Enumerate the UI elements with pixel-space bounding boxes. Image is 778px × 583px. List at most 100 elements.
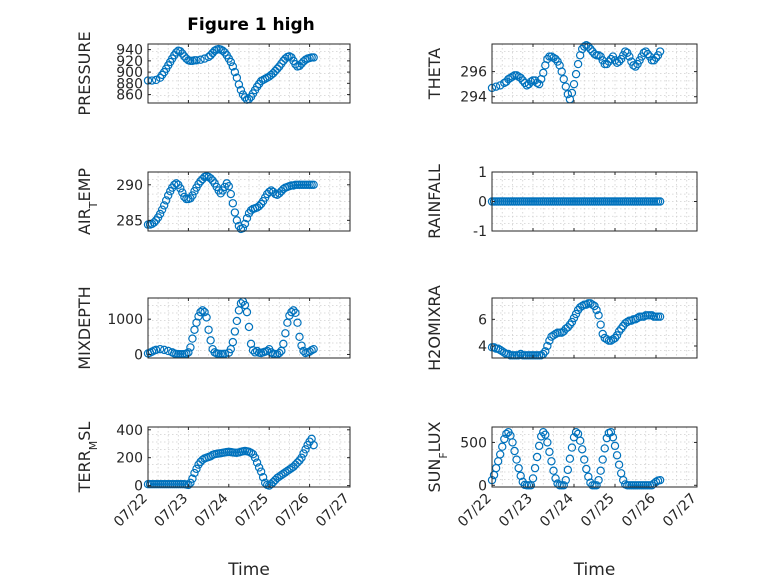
y-tick-label: 860 bbox=[116, 88, 143, 104]
axes-box bbox=[491, 297, 698, 359]
data-point bbox=[610, 441, 620, 451]
data-point bbox=[655, 312, 665, 321]
data-point bbox=[625, 52, 634, 61]
data-point bbox=[547, 332, 556, 341]
data-point bbox=[206, 174, 215, 183]
data-point bbox=[161, 196, 171, 205]
data-point bbox=[151, 345, 161, 355]
data-point bbox=[192, 464, 201, 474]
data-point bbox=[549, 466, 558, 475]
data-point bbox=[639, 312, 648, 321]
data-point bbox=[610, 56, 620, 65]
data-point bbox=[240, 219, 250, 229]
data-point bbox=[561, 82, 571, 91]
data-point bbox=[551, 474, 560, 483]
y-tick-label: 500 bbox=[460, 435, 487, 451]
y-tick-label: 200 bbox=[116, 451, 143, 467]
subplot-h2omixra: 4 6 H2OMIXRA bbox=[425, 285, 698, 371]
data-point bbox=[186, 478, 195, 488]
data-point bbox=[151, 75, 161, 85]
data-point bbox=[614, 460, 624, 469]
data-point bbox=[565, 320, 575, 329]
series-markers bbox=[487, 197, 665, 206]
data-point bbox=[602, 59, 612, 69]
y-tick-label: 296 bbox=[460, 65, 487, 81]
subplot-rainfall: -1 0 1 RAINFALL bbox=[425, 164, 698, 240]
y-axis-label: TERRMSL bbox=[75, 422, 100, 494]
data-point bbox=[236, 299, 246, 308]
data-point bbox=[186, 343, 195, 352]
data-point bbox=[250, 348, 260, 357]
data-point bbox=[200, 307, 209, 317]
data-point bbox=[498, 442, 507, 451]
data-point bbox=[236, 85, 246, 95]
data-point bbox=[493, 344, 503, 353]
data-point bbox=[226, 189, 236, 199]
data-point bbox=[196, 307, 205, 317]
data-point bbox=[275, 348, 284, 358]
data-point bbox=[541, 430, 550, 439]
y-tick-label: 0 bbox=[134, 479, 143, 495]
data-point bbox=[293, 318, 302, 327]
y-tick-label: 294 bbox=[460, 90, 487, 106]
data-point bbox=[592, 305, 601, 315]
data-point bbox=[228, 337, 238, 347]
data-point bbox=[180, 192, 189, 202]
y-tick-label: 6 bbox=[478, 312, 487, 328]
data-point bbox=[561, 475, 571, 485]
data-point bbox=[230, 208, 240, 217]
data-point bbox=[539, 427, 548, 437]
data-point bbox=[532, 452, 542, 462]
y-tick-label: 920 bbox=[116, 54, 143, 70]
data-point bbox=[242, 307, 252, 317]
data-point bbox=[254, 201, 264, 211]
data-point bbox=[309, 344, 318, 354]
data-point bbox=[287, 307, 296, 317]
data-point bbox=[496, 450, 505, 459]
data-point bbox=[612, 331, 622, 340]
data-point bbox=[602, 335, 612, 344]
data-point bbox=[586, 299, 595, 308]
data-point bbox=[240, 93, 250, 102]
data-point bbox=[182, 349, 191, 358]
data-point bbox=[508, 72, 517, 81]
data-point bbox=[590, 301, 599, 311]
data-point bbox=[176, 184, 185, 193]
data-point bbox=[616, 324, 626, 333]
data-point bbox=[230, 327, 240, 336]
data-point bbox=[608, 433, 618, 442]
data-point bbox=[279, 339, 288, 349]
series-markers bbox=[143, 172, 318, 234]
data-point bbox=[596, 320, 605, 329]
data-point bbox=[228, 62, 238, 71]
data-point bbox=[567, 443, 577, 452]
axes-box bbox=[491, 426, 698, 488]
data-point bbox=[594, 51, 603, 60]
data-point bbox=[604, 57, 614, 66]
data-point bbox=[256, 467, 266, 476]
data-point bbox=[582, 464, 591, 474]
data-point bbox=[528, 474, 538, 483]
data-point bbox=[563, 90, 573, 99]
data-point bbox=[647, 311, 657, 320]
data-point bbox=[520, 78, 530, 88]
axes-box bbox=[491, 43, 698, 104]
data-point bbox=[176, 47, 185, 56]
series-markers bbox=[487, 41, 665, 104]
data-point bbox=[530, 463, 540, 473]
y-tick-label: 290 bbox=[116, 178, 143, 194]
data-point bbox=[242, 214, 252, 223]
data-point bbox=[649, 56, 659, 65]
data-point bbox=[547, 457, 556, 466]
data-point bbox=[159, 345, 169, 355]
data-point bbox=[571, 69, 581, 79]
y-axis-label: AIRTEMP bbox=[75, 168, 100, 235]
data-point bbox=[293, 458, 302, 467]
data-point bbox=[163, 191, 173, 200]
data-point bbox=[188, 474, 197, 483]
data-point bbox=[600, 444, 609, 453]
data-point bbox=[569, 313, 579, 323]
y-axis-label: H2OMIXRA bbox=[425, 285, 444, 371]
figure-title: Figure 1 high bbox=[187, 15, 315, 35]
data-point bbox=[571, 309, 581, 319]
